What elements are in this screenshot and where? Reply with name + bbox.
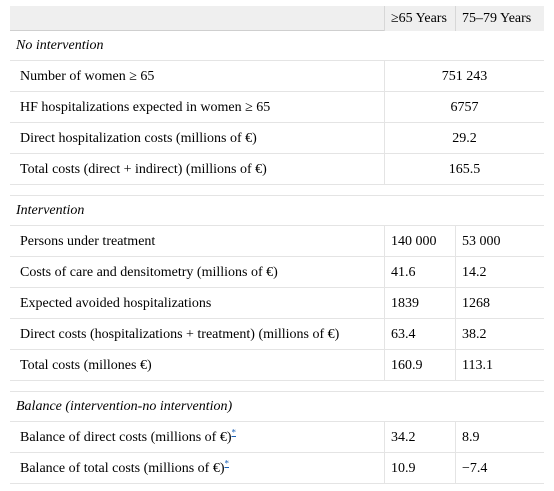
table-row: Total costs (direct + indirect) (million… bbox=[10, 153, 544, 185]
header-col-75-79: 75–79 Years bbox=[456, 5, 544, 31]
row-value-75-79: 38.2 bbox=[462, 326, 487, 342]
row-value-65-plus: 1839 bbox=[384, 287, 456, 319]
row-value-65-plus: 41.6 bbox=[384, 256, 456, 288]
table-row: Number of women ≥ 65 751 243 bbox=[10, 60, 544, 92]
table-row: Costs of care and densitometry (millions… bbox=[10, 256, 544, 288]
row-value-75-79: −7.4 bbox=[462, 460, 488, 476]
table-row: Direct costs (hospitalizations + treatme… bbox=[10, 318, 544, 350]
row-label: Total costs (direct + indirect) (million… bbox=[20, 161, 267, 177]
table-row: Balance of total costs (millions of €)* … bbox=[10, 452, 544, 484]
row-value-75-79: 8.9 bbox=[462, 429, 480, 445]
row-value-65-plus: 160.9 bbox=[384, 349, 456, 381]
row-label: Number of women ≥ 65 bbox=[20, 68, 155, 84]
table-row: Balance of direct costs (millions of €)*… bbox=[10, 421, 544, 453]
table-row: Direct hospitalization costs (millions o… bbox=[10, 122, 544, 154]
footnote-ref-link[interactable]: * bbox=[224, 457, 230, 468]
data-table: ≥65 Years 75–79 Years No intervention Nu… bbox=[10, 5, 544, 484]
table-row: Total costs (millones €) 160.9 113.1 bbox=[10, 349, 544, 381]
row-value: 751 243 bbox=[384, 60, 544, 92]
row-value-65-plus: 63.4 bbox=[384, 318, 456, 350]
row-label: Costs of care and densitometry (millions… bbox=[20, 264, 278, 280]
table-row: Expected avoided hospitalizations 1839 1… bbox=[10, 287, 544, 319]
footnote-ref-link[interactable]: * bbox=[231, 426, 237, 437]
table-header: ≥65 Years 75–79 Years bbox=[10, 5, 544, 31]
row-value-75-79: 1268 bbox=[462, 295, 490, 311]
row-label: HF hospitalizations expected in women ≥ … bbox=[20, 99, 271, 115]
header-col-65-plus: ≥65 Years bbox=[384, 5, 456, 31]
row-value-65-plus: 34.2 bbox=[384, 421, 456, 453]
row-label: Balance of direct costs (millions of €) bbox=[20, 429, 232, 445]
row-label: Direct hospitalization costs (millions o… bbox=[20, 130, 257, 146]
row-value-75-79: 113.1 bbox=[462, 357, 493, 373]
row-label: Persons under treatment bbox=[20, 233, 156, 249]
row-value: 165.5 bbox=[384, 153, 544, 185]
row-value: 6757 bbox=[384, 91, 544, 123]
row-label-cell: Balance of total costs (millions of €)* bbox=[10, 453, 384, 484]
row-value-75-79: 14.2 bbox=[462, 264, 487, 280]
row-value-65-plus: 10.9 bbox=[384, 452, 456, 484]
section-spacer bbox=[10, 381, 544, 392]
table-row: HF hospitalizations expected in women ≥ … bbox=[10, 91, 544, 123]
section-title-no-intervention: No intervention bbox=[10, 31, 544, 61]
row-label-cell: Balance of direct costs (millions of €)* bbox=[10, 422, 384, 453]
row-value-75-79: 53 000 bbox=[462, 233, 501, 249]
table-row: Persons under treatment 140 000 53 000 bbox=[10, 225, 544, 257]
row-label: Expected avoided hospitalizations bbox=[20, 295, 212, 311]
row-label: Balance of total costs (millions of €) bbox=[20, 460, 225, 476]
row-label: Total costs (millones €) bbox=[20, 357, 152, 373]
section-title-intervention: Intervention bbox=[10, 196, 544, 226]
section-spacer bbox=[10, 185, 544, 196]
row-value-65-plus: 140 000 bbox=[384, 225, 456, 257]
row-label: Direct costs (hospitalizations + treatme… bbox=[20, 326, 340, 342]
section-title-balance: Balance (intervention-no intervention) bbox=[10, 392, 544, 422]
row-value: 29.2 bbox=[384, 122, 544, 154]
